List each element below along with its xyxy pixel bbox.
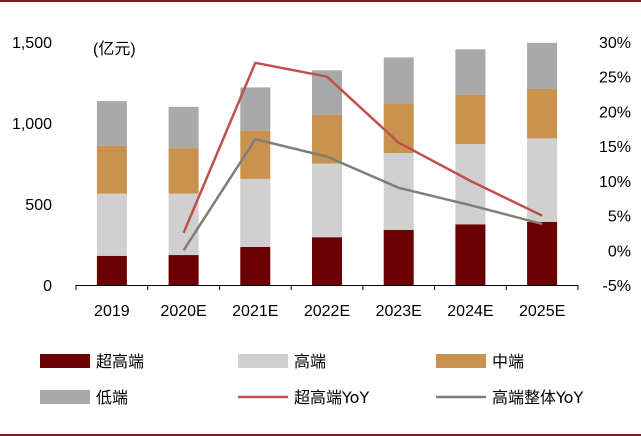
legend-label-high: 高端 (294, 352, 326, 371)
legend-swatch-high (238, 354, 288, 368)
x-tick-label: 2022E (304, 303, 350, 320)
x-tick-label: 2021E (232, 303, 278, 320)
line-group (182, 61, 543, 251)
y-tick-label: 1,000 (12, 116, 52, 133)
y2-tick-label: 20% (599, 104, 631, 121)
x-tick-label: 2019 (94, 303, 130, 320)
bar-high-2020E (168, 193, 199, 256)
bar-mid-2024E (455, 94, 486, 145)
bar-low-2019 (96, 101, 127, 146)
legend-swatch-mid (436, 354, 486, 368)
y2-tick-label: 0% (608, 243, 631, 260)
bottom-border (0, 434, 641, 436)
bar-low-2025E (527, 42, 558, 89)
y2-tick-label: 10% (599, 174, 631, 191)
bar-low-2020E (168, 106, 199, 149)
legend-label-low: 低端 (96, 388, 128, 407)
y2-tick-label: 30% (599, 35, 631, 52)
y-tick-label: 500 (25, 197, 52, 214)
bar-mid-2025E (527, 89, 558, 139)
unit-label: (亿元) (93, 40, 136, 58)
line-high_total_yoy (182, 137, 543, 251)
x-tick-label: 2020E (160, 303, 206, 320)
bar-super_high-2020E (168, 255, 199, 285)
bar-high-2025E (527, 138, 558, 222)
y2-tick-label: 5% (608, 209, 631, 226)
x-tick-label: 2023E (376, 303, 422, 320)
x-ticks: 2019 2020E 2021E 2022E 2023E 2024E 2025E (75, 285, 579, 320)
bar-super_high-2023E (383, 229, 414, 285)
legend-swatch-low (40, 390, 90, 404)
y-right-ticks: -5% 0% 5% 10% 15% 20% 25% 30% (599, 35, 631, 295)
bar-high-2024E (455, 144, 486, 225)
y2-tick-label: 15% (599, 139, 631, 156)
bar-super_high-2019 (96, 255, 127, 285)
bar-low-2024E (455, 49, 486, 95)
bar-super_high-2024E (455, 224, 486, 286)
y-tick-label: 1,500 (12, 35, 52, 52)
legend-swatch-super_high (40, 354, 90, 368)
y-tick-label: 0 (43, 278, 52, 295)
bar-mid-2023E (383, 103, 414, 153)
legend-label-super_high_yoy: 超高端YoY (294, 388, 369, 407)
bar-high-2022E (312, 163, 342, 238)
legend-label-high_total_yoy: 高端整体YoY (492, 388, 583, 407)
bar-super_high-2021E (240, 246, 271, 285)
line-super_high_yoy (182, 61, 543, 234)
bar-low-2023E (383, 57, 414, 104)
legend-label-super_high: 超高端 (96, 352, 144, 371)
bar-low-2021E (240, 87, 271, 131)
y2-tick-label: 25% (599, 70, 631, 87)
top-border (0, 0, 641, 2)
bar-high-2019 (96, 193, 127, 256)
bar-super_high-2025E (527, 221, 558, 285)
y2-tick-label: -5% (603, 278, 631, 295)
bar-group (96, 42, 558, 286)
bar-mid-2019 (96, 145, 127, 194)
x-tick-label: 2024E (447, 303, 493, 320)
bar-mid-2020E (168, 148, 199, 194)
bar-super_high-2022E (312, 237, 342, 285)
legend-label-mid: 中端 (492, 352, 524, 371)
bar-high-2021E (240, 178, 271, 247)
x-tick-label: 2025E (519, 303, 565, 320)
y-left-ticks: 0 500 1,000 1,500 (12, 35, 52, 295)
